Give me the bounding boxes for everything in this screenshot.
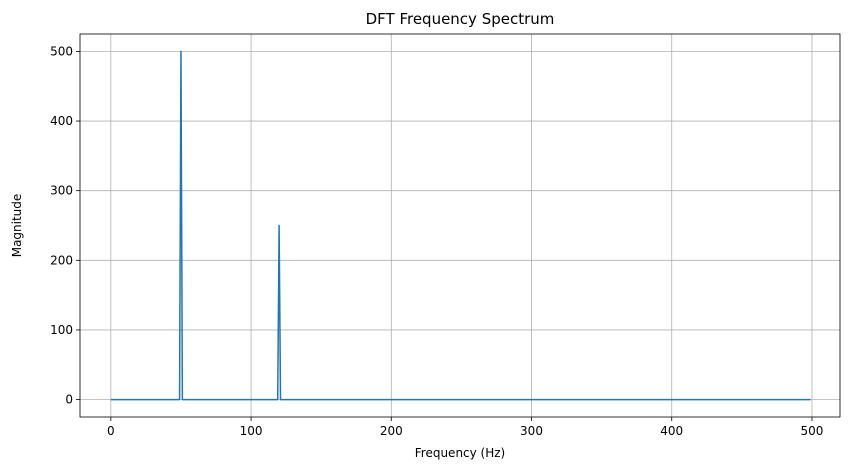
x-tick-label: 200 bbox=[380, 424, 403, 438]
x-tick-label: 300 bbox=[520, 424, 543, 438]
y-tick-label: 200 bbox=[50, 253, 73, 267]
series-layer bbox=[110, 50, 811, 401]
chart-title: DFT Frequency Spectrum bbox=[366, 10, 555, 28]
y-axis-label: Magnitude bbox=[10, 194, 24, 258]
x-tick-label: 100 bbox=[240, 424, 263, 438]
y-tick-label: 0 bbox=[65, 393, 73, 407]
plot-frame bbox=[79, 33, 841, 418]
x-tick-label: 500 bbox=[801, 424, 824, 438]
x-tick-label: 0 bbox=[107, 424, 115, 438]
x-axis-label: Frequency (Hz) bbox=[415, 446, 506, 460]
grid bbox=[80, 34, 840, 417]
y-tick-label: 400 bbox=[50, 114, 73, 128]
y-tick-label: 500 bbox=[50, 44, 73, 58]
series-line bbox=[110, 50, 811, 401]
y-tick-label: 100 bbox=[50, 323, 73, 337]
ticks: 0 100 200 300 400 500 0 100 200 300 400 500 bbox=[50, 44, 823, 438]
y-tick-label: 300 bbox=[50, 184, 73, 198]
x-tick-label: 400 bbox=[660, 424, 683, 438]
